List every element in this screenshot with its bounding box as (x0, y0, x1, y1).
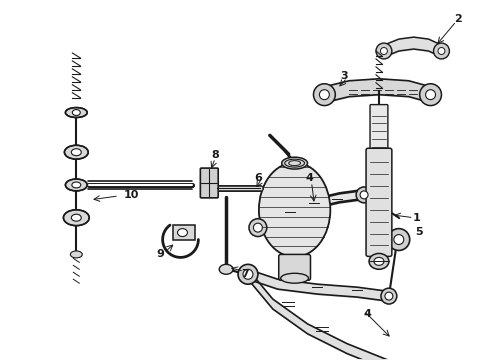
Text: 2: 2 (454, 14, 462, 24)
Ellipse shape (71, 251, 82, 258)
Ellipse shape (434, 43, 449, 59)
Ellipse shape (388, 229, 410, 251)
Ellipse shape (177, 229, 188, 237)
Ellipse shape (73, 109, 80, 116)
Text: 10: 10 (123, 190, 139, 200)
Text: 4: 4 (306, 173, 314, 183)
Ellipse shape (65, 108, 87, 117)
Text: 3: 3 (341, 71, 348, 81)
Text: 4: 4 (363, 309, 371, 319)
FancyBboxPatch shape (200, 168, 218, 198)
FancyBboxPatch shape (366, 148, 392, 256)
Polygon shape (172, 225, 196, 239)
Ellipse shape (356, 187, 372, 203)
Text: 5: 5 (415, 226, 422, 237)
Ellipse shape (72, 149, 81, 156)
Ellipse shape (319, 90, 329, 100)
Ellipse shape (314, 84, 335, 105)
Ellipse shape (381, 288, 397, 304)
Ellipse shape (64, 145, 88, 159)
FancyBboxPatch shape (279, 255, 311, 280)
Ellipse shape (376, 43, 392, 59)
Ellipse shape (281, 273, 309, 283)
Ellipse shape (282, 157, 308, 169)
Ellipse shape (419, 84, 441, 105)
Ellipse shape (65, 179, 87, 191)
Text: 1: 1 (413, 213, 420, 223)
Ellipse shape (63, 210, 89, 226)
Ellipse shape (360, 191, 368, 199)
Ellipse shape (394, 235, 404, 244)
Ellipse shape (219, 264, 233, 274)
Ellipse shape (249, 219, 267, 237)
Ellipse shape (385, 292, 393, 300)
Text: 7: 7 (241, 269, 249, 279)
Ellipse shape (259, 163, 330, 257)
Ellipse shape (438, 48, 445, 54)
Ellipse shape (238, 264, 258, 284)
FancyBboxPatch shape (370, 105, 388, 151)
Ellipse shape (374, 257, 384, 265)
Ellipse shape (72, 182, 81, 188)
Text: 9: 9 (157, 249, 165, 260)
Ellipse shape (72, 214, 81, 221)
Ellipse shape (253, 223, 262, 232)
Ellipse shape (369, 253, 389, 269)
Ellipse shape (380, 48, 388, 54)
Text: 8: 8 (211, 150, 219, 160)
Ellipse shape (243, 269, 253, 279)
Text: 6: 6 (254, 173, 262, 183)
Ellipse shape (426, 90, 436, 100)
